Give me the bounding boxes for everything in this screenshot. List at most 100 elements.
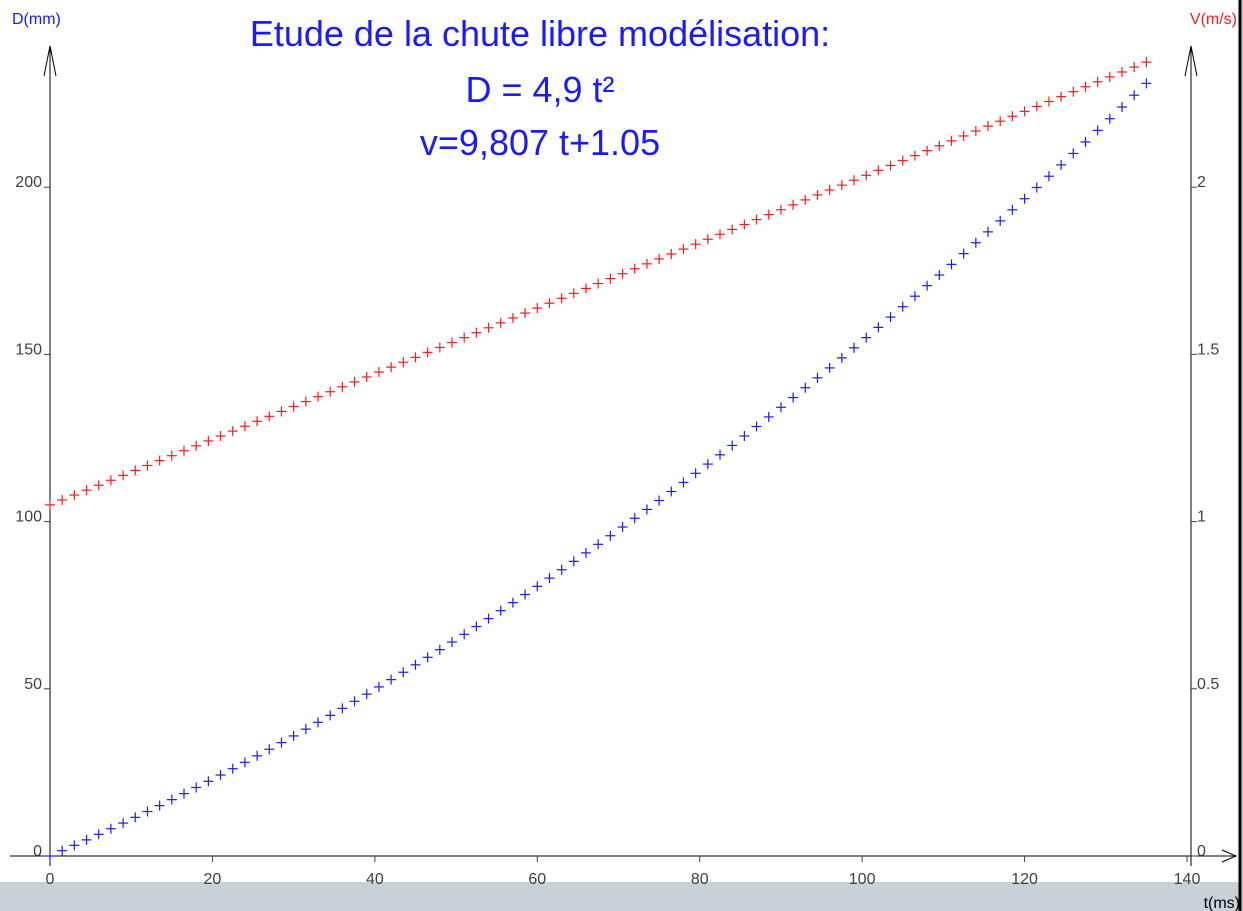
x-tick-label-60: 60	[528, 871, 546, 888]
distance-point-70	[897, 301, 908, 312]
distance-point-40	[532, 581, 543, 592]
distance-point-50	[654, 495, 665, 506]
velocity-point-28	[386, 362, 397, 373]
velocity-point-57	[739, 219, 750, 230]
velocity-point-55	[715, 229, 726, 240]
velocity-point-70	[897, 155, 908, 166]
distance-point-88	[1117, 102, 1128, 113]
velocity-point-61	[788, 199, 799, 210]
distance-point-33	[447, 637, 458, 648]
y-left-tick-label-100: 100	[15, 509, 42, 526]
velocity-point-1	[57, 494, 68, 505]
distance-point-23	[325, 710, 336, 721]
velocity-point-88	[1117, 66, 1128, 77]
distance-point-21	[300, 724, 311, 735]
y-right-tick-label-1: 0.5	[1197, 676, 1219, 693]
distance-point-78	[995, 215, 1006, 226]
distance-point-11	[179, 788, 190, 799]
x-tick-label-140: 140	[1174, 871, 1201, 888]
y-left-axis-label: D(mm)	[12, 11, 61, 28]
velocity-point-23	[325, 386, 336, 397]
velocity-point-86	[1092, 76, 1103, 87]
distance-point-82	[1043, 171, 1054, 182]
velocity-point-51	[666, 249, 677, 260]
distance-point-80	[1019, 193, 1030, 204]
distance-point-18	[264, 744, 275, 755]
y-right-tick-label-3: 1.5	[1197, 341, 1219, 358]
distance-point-22	[313, 717, 324, 728]
distance-point-73	[934, 270, 945, 281]
distance-point-24	[337, 703, 348, 714]
velocity-point-53	[690, 239, 701, 250]
distance-point-79	[1007, 204, 1018, 215]
velocity-point-44	[581, 283, 592, 294]
distance-point-17	[252, 750, 263, 761]
velocity-point-84	[1068, 86, 1079, 97]
distance-point-39	[520, 589, 531, 600]
velocity-point-85	[1080, 81, 1091, 92]
velocity-point-77	[983, 121, 994, 132]
distance-point-5	[105, 823, 116, 834]
velocity-point-80	[1019, 106, 1030, 117]
distance-point-46	[605, 530, 616, 541]
distance-point-28	[386, 674, 397, 685]
velocity-point-17	[252, 416, 263, 427]
distance-point-86	[1092, 125, 1103, 136]
distance-point-13	[203, 776, 214, 787]
velocity-point-83	[1056, 91, 1067, 102]
x-tick-label-120: 120	[1011, 871, 1038, 888]
velocity-point-18	[264, 411, 275, 422]
distance-point-51	[666, 486, 677, 497]
distance-point-37	[495, 605, 506, 616]
distance-point-61	[788, 392, 799, 403]
x-tick-label-20: 20	[204, 871, 222, 888]
distance-point-32	[434, 644, 445, 655]
velocity-point-87	[1104, 71, 1115, 82]
velocity-point-90	[1141, 57, 1152, 68]
distance-point-30	[410, 659, 421, 670]
distance-point-7	[130, 812, 141, 823]
velocity-point-69	[885, 160, 896, 171]
velocity-point-29	[398, 357, 409, 368]
velocity-point-3	[81, 485, 92, 496]
velocity-point-64	[824, 185, 835, 196]
distance-point-48	[629, 513, 640, 524]
velocity-point-76	[970, 126, 981, 137]
chart-title-line-2: D = 4,9 t²	[465, 69, 614, 110]
velocity-point-66	[849, 175, 860, 186]
x-tick-label-80: 80	[691, 871, 709, 888]
x-tick-label-40: 40	[366, 871, 384, 888]
velocity-point-38	[507, 312, 518, 323]
velocity-point-31	[422, 347, 433, 358]
velocity-point-60	[775, 204, 786, 215]
velocity-point-42	[556, 293, 567, 304]
distance-point-36	[483, 613, 494, 624]
y-left-axis-arrow	[43, 45, 57, 77]
velocity-point-9	[154, 455, 165, 466]
velocity-point-4	[93, 480, 104, 491]
velocity-point-27	[373, 367, 384, 378]
velocity-point-46	[605, 273, 616, 284]
velocity-point-74	[946, 135, 957, 146]
distance-point-65	[836, 352, 847, 363]
distance-point-75	[958, 248, 969, 259]
distance-point-89	[1129, 90, 1140, 101]
y-left-tick-label-0: 0	[33, 843, 42, 860]
distance-point-83	[1056, 159, 1067, 170]
distance-point-59	[763, 411, 774, 422]
velocity-point-0	[45, 499, 55, 510]
velocity-point-6	[118, 470, 129, 481]
distance-point-31	[422, 652, 433, 663]
distance-point-66	[849, 342, 860, 353]
velocity-point-25	[349, 376, 360, 387]
velocity-point-50	[654, 253, 665, 264]
chart-title-line-3: v=9,807 t+1.05	[420, 122, 660, 163]
distance-point-35	[471, 621, 482, 632]
velocity-point-7	[130, 465, 141, 476]
distance-point-15	[227, 763, 238, 774]
distance-point-19	[276, 737, 287, 748]
velocity-point-41	[544, 298, 555, 309]
axes	[10, 45, 1238, 866]
distance-point-34	[459, 629, 470, 640]
